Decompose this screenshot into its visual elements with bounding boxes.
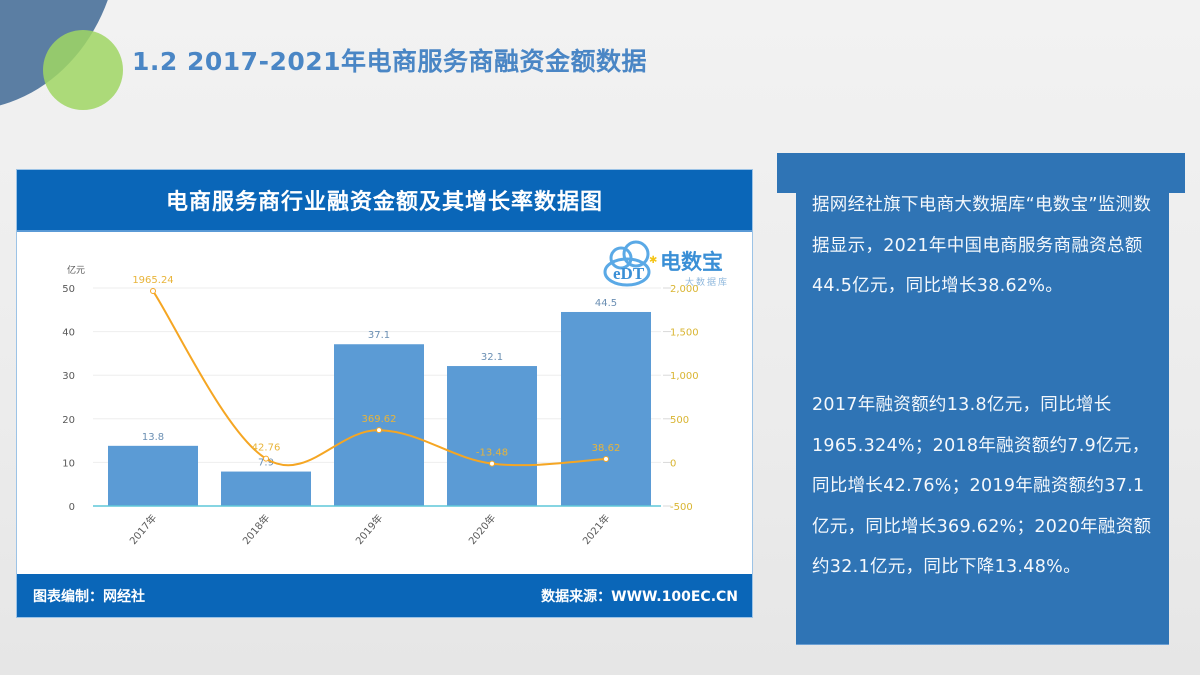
bar-2019年 [334, 344, 424, 506]
summary-paragraph: 据网经社旗下电商大数据库“电数宝”监测数据显示，2021年中国电商服务商融资总额… [812, 195, 1152, 296]
bar-value-label: 32.1 [481, 352, 503, 363]
right-tick-label: -500 [670, 502, 693, 513]
right-tick-label: 1,000 [670, 371, 699, 382]
yearly-detail-paragraph: 2017年融资额约13.8亿元，同比增长1965.324%；2018年融资额约7… [812, 395, 1152, 577]
line-point [489, 460, 495, 467]
x-category-label: 2020年 [466, 512, 499, 548]
data-source-link[interactable]: 数据来源：WWW.100EC.CN [541, 588, 738, 605]
decorative-green-circle [43, 30, 123, 110]
x-axis: 2017年 2018年 2019年 2020年 2021年 [93, 505, 661, 548]
line-point [603, 456, 609, 463]
bar-2021年 [561, 311, 651, 506]
right-tick-label: 500 [670, 415, 689, 426]
chart-header: 电商服务商行业融资金额及其增长率数据图 [17, 170, 752, 232]
bar-value-label: 37.1 [368, 330, 390, 341]
chart-card: 电商服务商行业融资金额及其增长率数据图 0 10 20 30 40 50 亿元 -500 0 5… [16, 169, 753, 618]
x-category-label: 2021年 [580, 512, 613, 548]
chart-credit: 图表编制：网经社 [33, 588, 145, 605]
left-tick-label: 30 [62, 371, 75, 382]
x-category-label: 2017年 [127, 512, 160, 548]
svg-text:✱: ✱ [649, 255, 657, 266]
bar-series-financing: 13.8 7.9 37.1 32.1 44.5 [108, 298, 651, 506]
bar-value-label: 44.5 [595, 298, 617, 309]
line-value-label: 369.62 [362, 414, 397, 425]
line-value-label: 42.76 [252, 443, 281, 454]
text-panel: 据网经社旗下电商大数据库“电数宝”监测数据显示，2021年中国电商服务商融资总额… [796, 153, 1169, 645]
dianshubao-logo: eDT ✱ 电数宝 大数据库 [603, 240, 729, 288]
page-title: 1.2 2017-2021年电商服务商融资金额数据 [132, 47, 648, 76]
right-tick-label: 1,500 [670, 328, 699, 339]
left-tick-label: 0 [69, 502, 75, 513]
line-value-label: -13.48 [476, 448, 508, 459]
logo-brand-name: 电数宝 [660, 250, 723, 274]
bar-2018年 [221, 471, 311, 506]
bar-2020年 [447, 366, 537, 506]
line-value-label: 38.62 [592, 443, 621, 454]
right-tick-label: 0 [670, 458, 676, 469]
left-y-axis: 0 10 20 30 40 50 亿元 [62, 264, 85, 513]
left-tick-label: 20 [62, 415, 75, 426]
combo-chart: 0 10 20 30 40 50 亿元 -500 0 500 1,000 1,500 2,000 13… [62, 240, 729, 548]
growth-rate-line [152, 290, 607, 467]
line-point [263, 455, 269, 462]
bar-2017年 [108, 445, 198, 506]
x-category-label: 2018年 [240, 512, 273, 548]
left-axis-unit-label: 亿元 [67, 264, 85, 276]
svg-text:eDT: eDT [613, 264, 645, 283]
line-series-growth-rate: 1965.24 42.76 369.62 -13.48 38.62 [132, 275, 621, 467]
line-point [150, 288, 156, 295]
left-tick-label: 50 [62, 284, 75, 295]
logo-brand-subtitle: 大数据库 [685, 276, 729, 288]
chart-footer: 图表编制：网经社 数据来源：WWW.100EC.CN [17, 574, 752, 617]
left-tick-label: 10 [62, 458, 75, 469]
x-category-label: 2019年 [353, 512, 386, 548]
right-tick-label: 2,000 [670, 284, 699, 295]
left-tick-label: 40 [62, 328, 75, 339]
bar-value-label: 13.8 [142, 432, 164, 443]
line-value-label: 1965.24 [132, 275, 173, 286]
cloud-edt-icon: eDT ✱ [603, 240, 657, 287]
line-point [376, 427, 382, 434]
right-y-axis: -500 0 500 1,000 1,500 2,000 [663, 284, 699, 513]
bar-value-label: 7.9 [258, 458, 274, 469]
